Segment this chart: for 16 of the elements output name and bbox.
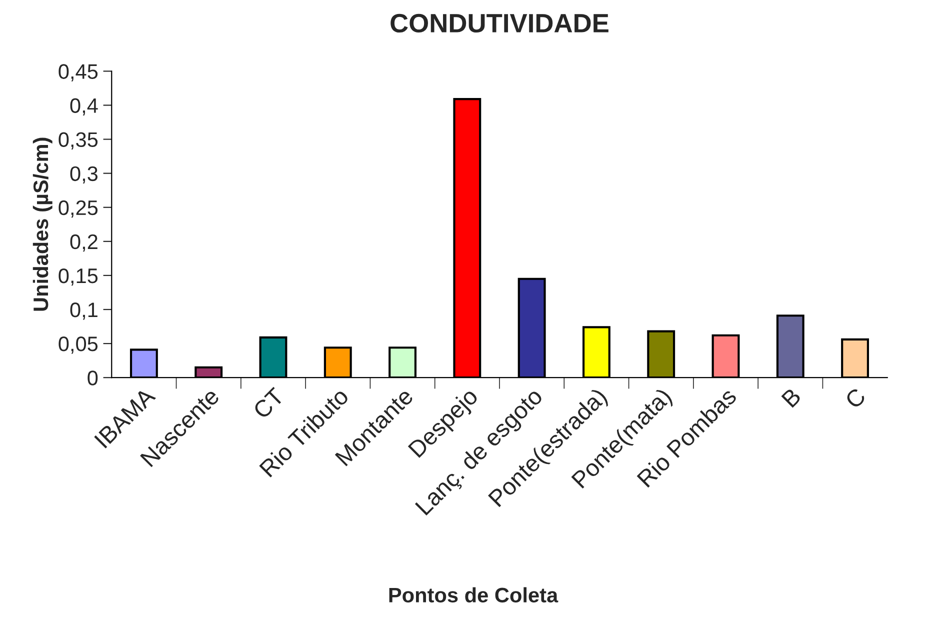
y-tick-label: 0,05 — [58, 336, 98, 354]
y-tick-label: 0,45 — [58, 64, 98, 82]
x-tick-label: CT — [252, 386, 286, 420]
y-tick-label: 0,3 — [70, 166, 98, 184]
x-tick-label: C — [844, 387, 867, 410]
y-tick-label: 0,35 — [58, 132, 98, 150]
x-tick-label: B — [781, 387, 802, 408]
y-tick-label: 0,1 — [70, 302, 98, 320]
chart-title: CONDUTIVIDADE — [390, 14, 608, 33]
x-axis-title: Pontos de Coleta — [389, 587, 558, 602]
y-tick-label: 0,25 — [58, 200, 98, 218]
y-tick-label: 0,4 — [70, 98, 98, 116]
y-tick-label: 0 — [88, 370, 98, 386]
y-tick-label: 0,15 — [58, 268, 98, 286]
y-tick-label: 0,2 — [70, 234, 98, 252]
y-axis-title: Unidades (µS/cm) — [32, 138, 52, 311]
